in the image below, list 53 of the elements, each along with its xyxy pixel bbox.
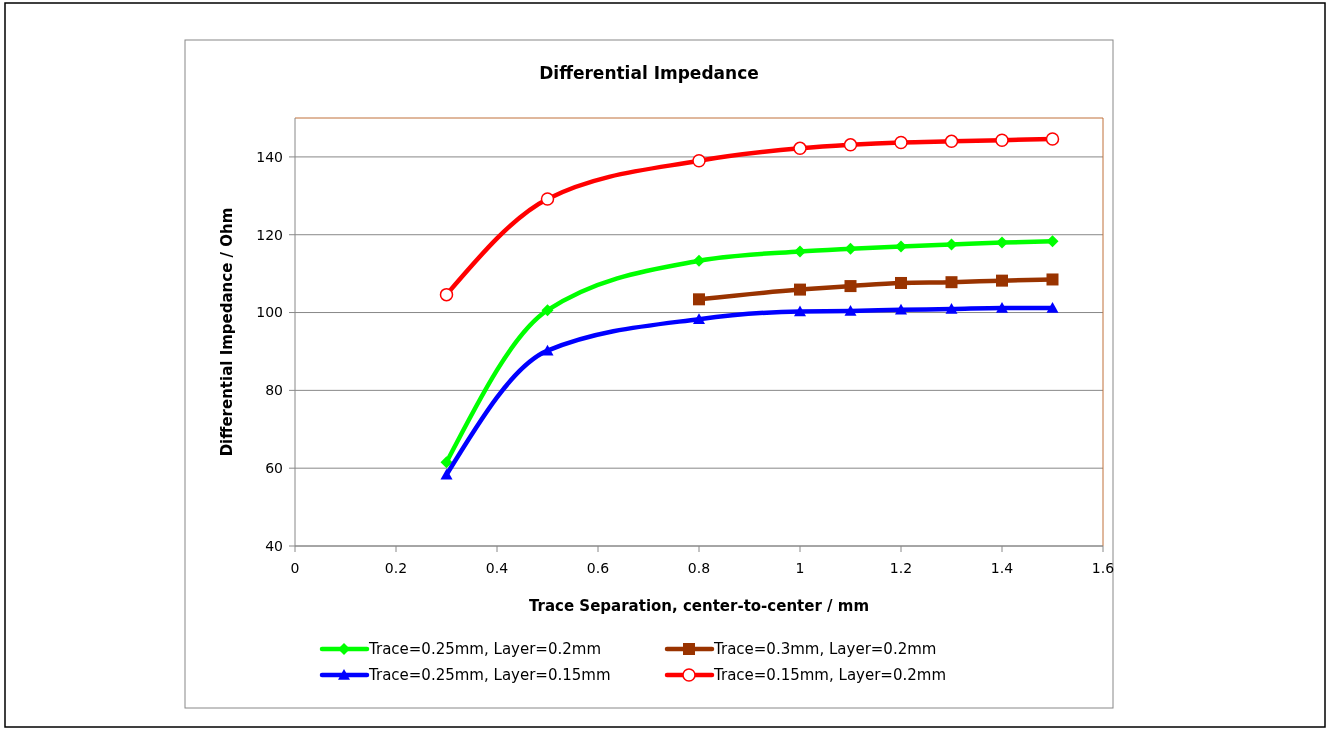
legend-label: Trace=0.25mm, Layer=0.15mm [368, 666, 611, 685]
x-tick-label: 0.6 [586, 560, 610, 576]
point [843, 138, 858, 152]
point [895, 240, 907, 253]
point [794, 245, 806, 258]
point [1045, 132, 1060, 146]
y-tick-label: 60 [265, 460, 283, 477]
legend-label: Trace=0.3mm, Layer=0.2mm [713, 640, 937, 659]
x-tick-label: 0 [290, 560, 300, 576]
x-tick-label: 0.8 [687, 560, 711, 576]
point [541, 304, 554, 317]
x-tick-label: 1.4 [990, 560, 1014, 576]
chart-title: Differential Impedance [539, 63, 759, 83]
point [540, 192, 555, 206]
point [693, 313, 705, 324]
y-tick-label: 140 [256, 148, 283, 165]
point [996, 274, 1008, 287]
point [793, 141, 807, 156]
point [693, 293, 705, 306]
x-tick-label: 1 [795, 560, 805, 576]
point [996, 236, 1008, 249]
point [440, 468, 453, 480]
point [440, 456, 453, 469]
point [844, 304, 857, 316]
y-tick-label: 100 [256, 304, 283, 321]
legend-label: Trace=0.15mm, Layer=0.2mm [713, 666, 946, 685]
point [895, 276, 907, 289]
legend-label: Trace=0.25mm, Layer=0.2mm [368, 640, 601, 659]
x-tick-label: 0.4 [485, 560, 509, 576]
x-tick-label: 1.2 [889, 560, 913, 576]
point [944, 134, 959, 149]
x-axis-title: Trace Separation, center-to-center / mm [528, 597, 870, 615]
point [794, 283, 806, 296]
point [1046, 301, 1059, 313]
point [693, 254, 705, 267]
point [895, 303, 907, 315]
x-tick-label: 0.2 [384, 560, 408, 576]
point [844, 280, 857, 293]
point [996, 301, 1008, 313]
point [692, 154, 706, 168]
point [794, 305, 806, 317]
point [945, 276, 958, 289]
point [995, 133, 1009, 147]
y-tick-label: 40 [265, 537, 283, 554]
point [894, 135, 908, 150]
x-tick-label: 1.6 [1091, 560, 1115, 576]
point [439, 287, 454, 302]
y-axis-title: Differential Impedance / Ohm [218, 207, 236, 457]
point [945, 303, 958, 314]
point [1046, 273, 1059, 286]
y-tick-label: 80 [265, 382, 283, 399]
y-tick-label: 120 [256, 226, 283, 243]
point [541, 344, 554, 356]
